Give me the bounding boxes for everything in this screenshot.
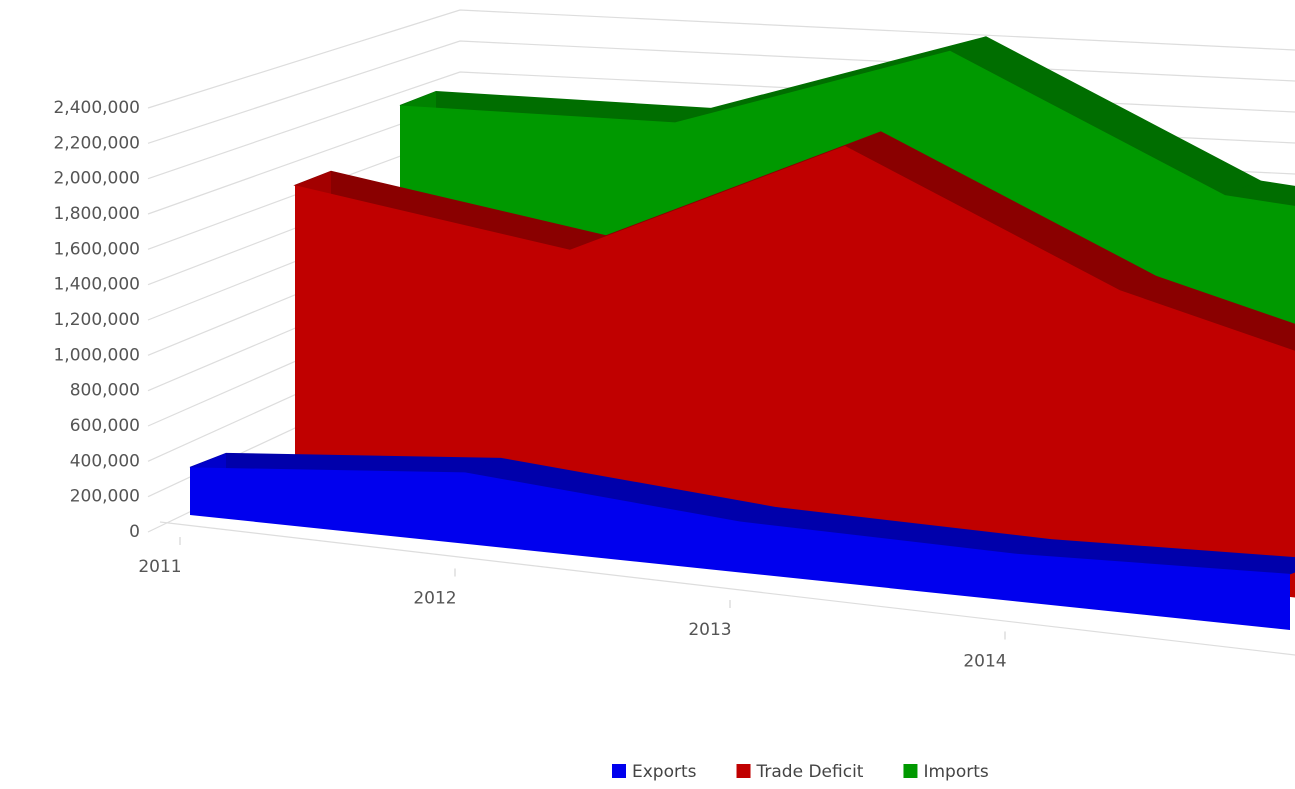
legend-label: Exports <box>632 762 697 782</box>
y-tick-label: 2,400,000 <box>53 98 140 118</box>
legend-swatch <box>736 764 751 778</box>
x-axis <box>159 521 1295 656</box>
x-tick-label: 2013 <box>688 620 731 640</box>
legend-label: Trade Deficit <box>756 762 864 782</box>
area-top <box>1014 539 1295 575</box>
legend-swatch <box>903 764 918 778</box>
x-tick-label: 2011 <box>138 557 181 577</box>
y-tick-label: 1,200,000 <box>53 310 140 330</box>
y-tick-label: 800,000 <box>70 381 140 401</box>
legend-swatch <box>612 764 626 778</box>
y-tick-label: 600,000 <box>70 416 140 436</box>
y-tick-label: 1,800,000 <box>53 204 140 224</box>
y-tick-label: 1,000,000 <box>53 345 140 365</box>
y-tick-label: 2,200,000 <box>53 133 140 153</box>
legend-label: Imports <box>923 762 988 782</box>
area-top <box>1223 180 1295 207</box>
grid-line <box>147 9 1295 109</box>
y-tick-label: 1,600,000 <box>53 239 140 259</box>
y-tick-label: 0 <box>129 522 140 542</box>
area-top <box>1118 275 1295 352</box>
y-tick-label: 2,000,000 <box>53 169 140 189</box>
y-tick-label: 400,000 <box>70 451 140 471</box>
y-tick-label: 200,000 <box>70 487 140 507</box>
x-tick-label: 2012 <box>413 589 456 609</box>
y-tick-label: 1,400,000 <box>53 275 140 295</box>
x-tick-label: 2014 <box>963 652 1006 672</box>
area <box>190 467 1290 630</box>
